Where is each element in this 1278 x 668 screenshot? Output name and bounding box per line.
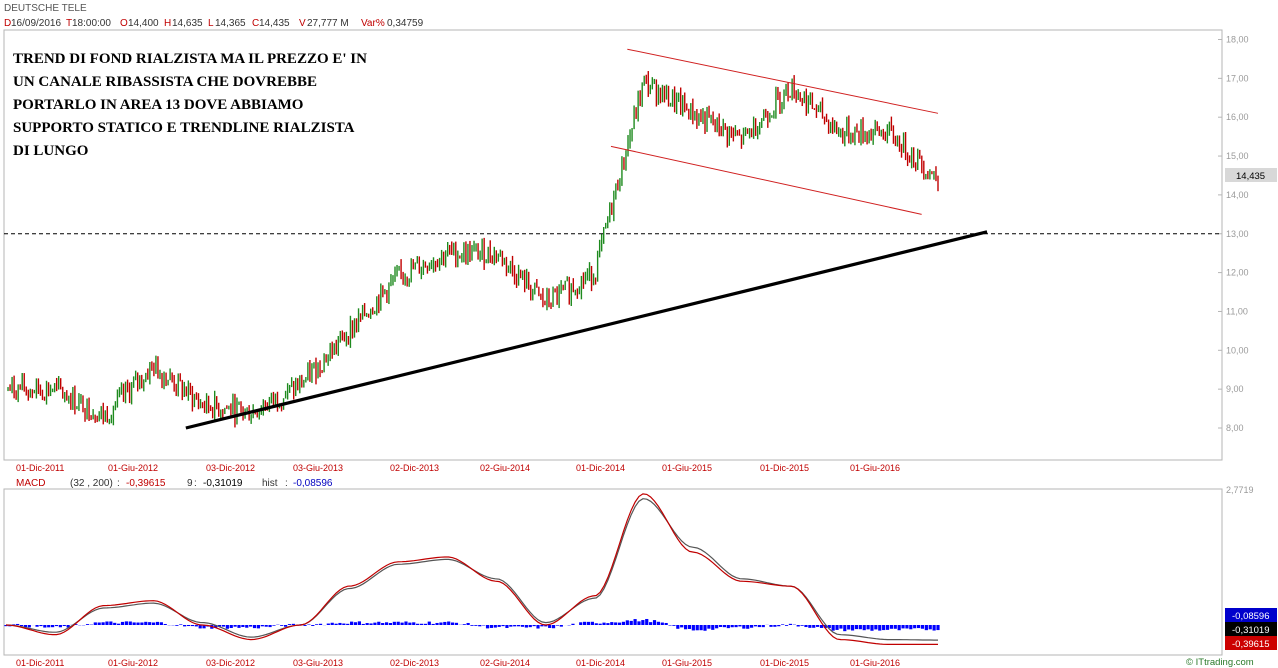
high-prefix: H bbox=[164, 18, 171, 29]
macd-x-tick-label: 03-Dic-2012 bbox=[206, 658, 255, 668]
close-prefix: C bbox=[252, 18, 259, 29]
signal-label: 9 bbox=[187, 478, 193, 489]
long-term-trendline bbox=[185, 230, 988, 430]
date-prefix: D bbox=[4, 18, 11, 29]
price-y-tick-label: 15,00 bbox=[1226, 151, 1249, 161]
hist-box-value: -0,08596 bbox=[1232, 611, 1270, 622]
macd-x-tick-label: 02-Giu-2014 bbox=[480, 658, 530, 668]
signal-value: -0,31019 bbox=[203, 478, 243, 489]
price-y-axis bbox=[1218, 39, 1222, 429]
macd-x-tick-label: 01-Dic-2014 bbox=[576, 658, 625, 668]
close-value: 14,435 bbox=[259, 18, 290, 29]
price-y-tick-label: 10,00 bbox=[1226, 345, 1249, 355]
price-x-tick-label: 01-Dic-2014 bbox=[576, 463, 625, 473]
price-x-tick-label: 01-Dic-2015 bbox=[760, 463, 809, 473]
price-y-tick-label: 11,00 bbox=[1226, 306, 1248, 316]
note-line-2: UN CANALE RIBASSISTA CHE DOVREBBE bbox=[13, 74, 317, 90]
signal-box bbox=[1225, 622, 1277, 636]
price-y-tick-label: 14,00 bbox=[1226, 190, 1249, 200]
macd-value: -0,39615 bbox=[126, 478, 166, 489]
open-prefix: O bbox=[120, 18, 128, 29]
macd-panel-frame bbox=[3, 488, 1223, 656]
channel-lower-line bbox=[610, 145, 922, 215]
macd-x-tick-label: 01-Giu-2016 bbox=[850, 658, 900, 668]
hist-box bbox=[1225, 608, 1277, 622]
drawn-lines bbox=[4, 48, 1222, 430]
price-y-tick-label: 8,00 bbox=[1226, 423, 1244, 433]
macd-x-tick-label: 01-Giu-2015 bbox=[662, 658, 712, 668]
price-x-tick-label: 01-Dic-2011 bbox=[16, 463, 64, 473]
date-value: 16/09/2016 bbox=[11, 18, 61, 29]
note-line-5: DI LUNGO bbox=[13, 143, 88, 159]
last-price-box bbox=[1225, 168, 1277, 182]
last-price-value: 14,435 bbox=[1236, 171, 1265, 182]
macd-header: MACD (32 , 200) : -0,39615 9 : -0,31019 … bbox=[16, 478, 333, 489]
varpct-prefix: Var% bbox=[361, 18, 385, 29]
price-x-tick-label: 02-Giu-2014 bbox=[480, 463, 530, 473]
watermark: © ITtrading.com bbox=[1186, 657, 1254, 668]
hist-label: hist bbox=[262, 478, 278, 489]
price-y-tick-label: 17,00 bbox=[1226, 73, 1249, 83]
high-value: 14,635 bbox=[172, 18, 203, 29]
macd-x-tick-label: 02-Dic-2013 bbox=[390, 658, 439, 668]
instrument-title: DEUTSCHE TELE bbox=[4, 3, 87, 14]
open-value: 14,400 bbox=[128, 18, 159, 29]
macd-box-value: -0,39615 bbox=[1232, 639, 1270, 650]
hist-value: -0,08596 bbox=[293, 478, 333, 489]
macd-x-tick-label: 01-Giu-2012 bbox=[108, 658, 158, 668]
macd-x-tick-label: 01-Dic-2011 bbox=[16, 658, 64, 668]
macd-line bbox=[5, 493, 938, 646]
price-y-tick-label: 16,00 bbox=[1226, 112, 1249, 122]
price-x-labels: 01-Dic-2011 01-Giu-2012 03-Dic-2012 03-Giu-… bbox=[16, 463, 900, 473]
macd-x-labels: 01-Dic-2011 01-Giu-2012 03-Dic-2012 03-Giu-… bbox=[16, 658, 900, 668]
price-y-tick-label: 13,00 bbox=[1226, 229, 1249, 239]
channel-upper-line bbox=[627, 48, 939, 114]
signal-sep: : bbox=[194, 478, 197, 489]
analysis-note: TREND DI FOND RIALZISTA MA IL PREZZO E' … bbox=[13, 51, 367, 159]
note-line-3: PORTARLO IN AREA 13 DOVE ABBIAMO bbox=[13, 97, 303, 113]
note-line-4: SUPPORTO STATICO E TRENDLINE RIALZISTA bbox=[13, 120, 355, 136]
varpct-value: 0,34759 bbox=[387, 18, 424, 29]
ohlc-header: D16/09/2016 T18:00:00 O14,400 H14,635 L1… bbox=[4, 18, 424, 29]
price-y-tick-label: 18,00 bbox=[1226, 35, 1249, 45]
price-x-tick-label: 01-Giu-2015 bbox=[662, 463, 712, 473]
note-line-1: TREND DI FOND RIALZISTA MA IL PREZZO E' … bbox=[13, 51, 367, 67]
price-series bbox=[7, 71, 939, 428]
macd-sep: : bbox=[117, 478, 120, 489]
price-x-tick-label: 02-Dic-2013 bbox=[390, 463, 439, 473]
time-prefix: T bbox=[66, 18, 72, 29]
macd-name: MACD bbox=[16, 478, 45, 489]
low-prefix: L bbox=[208, 18, 214, 29]
time-value: 18:00:00 bbox=[72, 18, 111, 29]
price-panel-frame bbox=[3, 29, 1223, 461]
hist-sep: : bbox=[285, 478, 288, 489]
price-x-tick-label: 01-Giu-2016 bbox=[850, 463, 900, 473]
macd-x-tick-label: 03-Giu-2013 bbox=[293, 658, 343, 668]
macd-x-tick-label: 01-Dic-2015 bbox=[760, 658, 809, 668]
signal-box-value: -0,31019 bbox=[1232, 625, 1270, 636]
price-y-labels: 18,00 17,00 16,00 15,00 14,00 13,00 12,00 11,00… bbox=[1226, 35, 1249, 434]
volume-prefix: V bbox=[299, 18, 306, 29]
price-y-tick-label: 12,00 bbox=[1226, 268, 1249, 278]
macd-series bbox=[4, 493, 940, 646]
price-y-tick-label: 9,00 bbox=[1226, 384, 1244, 394]
macd-box bbox=[1225, 636, 1277, 650]
volume-value: 27,777 M bbox=[307, 18, 349, 29]
price-x-tick-label: 03-Dic-2012 bbox=[206, 463, 255, 473]
macd-top-label: 2,7719 bbox=[1226, 485, 1254, 495]
macd-params: (32 , 200) bbox=[70, 478, 113, 489]
price-x-tick-label: 03-Giu-2013 bbox=[293, 463, 343, 473]
low-value: 14,365 bbox=[215, 18, 246, 29]
price-x-tick-label: 01-Giu-2012 bbox=[108, 463, 158, 473]
